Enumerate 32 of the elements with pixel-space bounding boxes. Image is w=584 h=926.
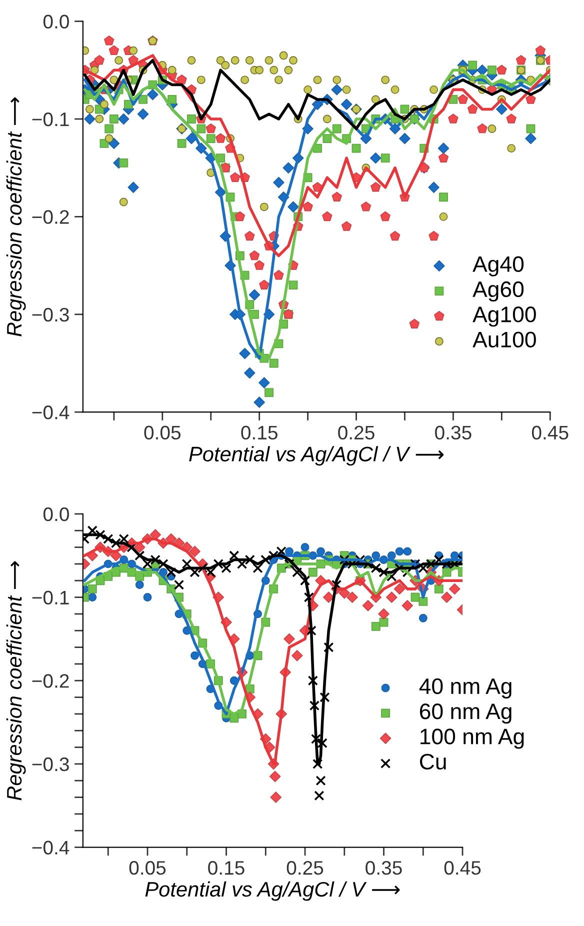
- y-tick-label: −0.4: [32, 406, 70, 420]
- legend-label: 60 nm Ag: [420, 704, 512, 724]
- x-tick-label: 0.45: [532, 426, 568, 440]
- x-axis-title: Potential vs Ag/AgCl / V ⟶: [189, 446, 444, 466]
- legend-label: Ag100: [472, 306, 536, 327]
- x-tick-label: 0.25: [286, 861, 324, 875]
- y-tick-label: 0.0: [43, 14, 69, 29]
- y-tick-label: −0.2: [32, 210, 69, 224]
- y-axis-title: Regression coefficient ⟶: [6, 561, 26, 800]
- y-axis-title: Regression coefficient ⟶: [6, 97, 26, 336]
- y-tick-label: −0.2: [32, 674, 69, 688]
- y-tick-label: 0.0: [43, 507, 69, 522]
- legend-label: Au100: [472, 332, 536, 348]
- legend-label: Ag60: [472, 281, 524, 302]
- legend-label: Cu: [420, 754, 446, 770]
- x-axis-title: Potential vs Ag/AgCl / V ⟶: [145, 881, 400, 901]
- legend-label: Ag40: [472, 256, 524, 276]
- y-tick-label: −0.4: [32, 840, 70, 855]
- x-tick-label: 0.35: [366, 861, 402, 875]
- x-tick-label: 0.25: [338, 426, 374, 440]
- x-tick-label: 0.15: [208, 861, 244, 875]
- legend-label: 40 nm Ag: [419, 678, 512, 698]
- y-tick-label: −0.1: [32, 590, 69, 605]
- x-tick-label: 0.15: [241, 426, 278, 440]
- y-tick-label: −0.1: [32, 112, 69, 126]
- x-tick-label: 0.35: [435, 426, 472, 440]
- x-tick-label: 0.05: [144, 426, 181, 440]
- x-tick-label: 0.45: [444, 861, 481, 875]
- legend-label: 100 nm Ag: [420, 728, 524, 749]
- x-tick-label: 0.05: [129, 861, 166, 875]
- y-tick-label: −0.3: [32, 308, 69, 322]
- y-tick-label: −0.3: [32, 757, 69, 772]
